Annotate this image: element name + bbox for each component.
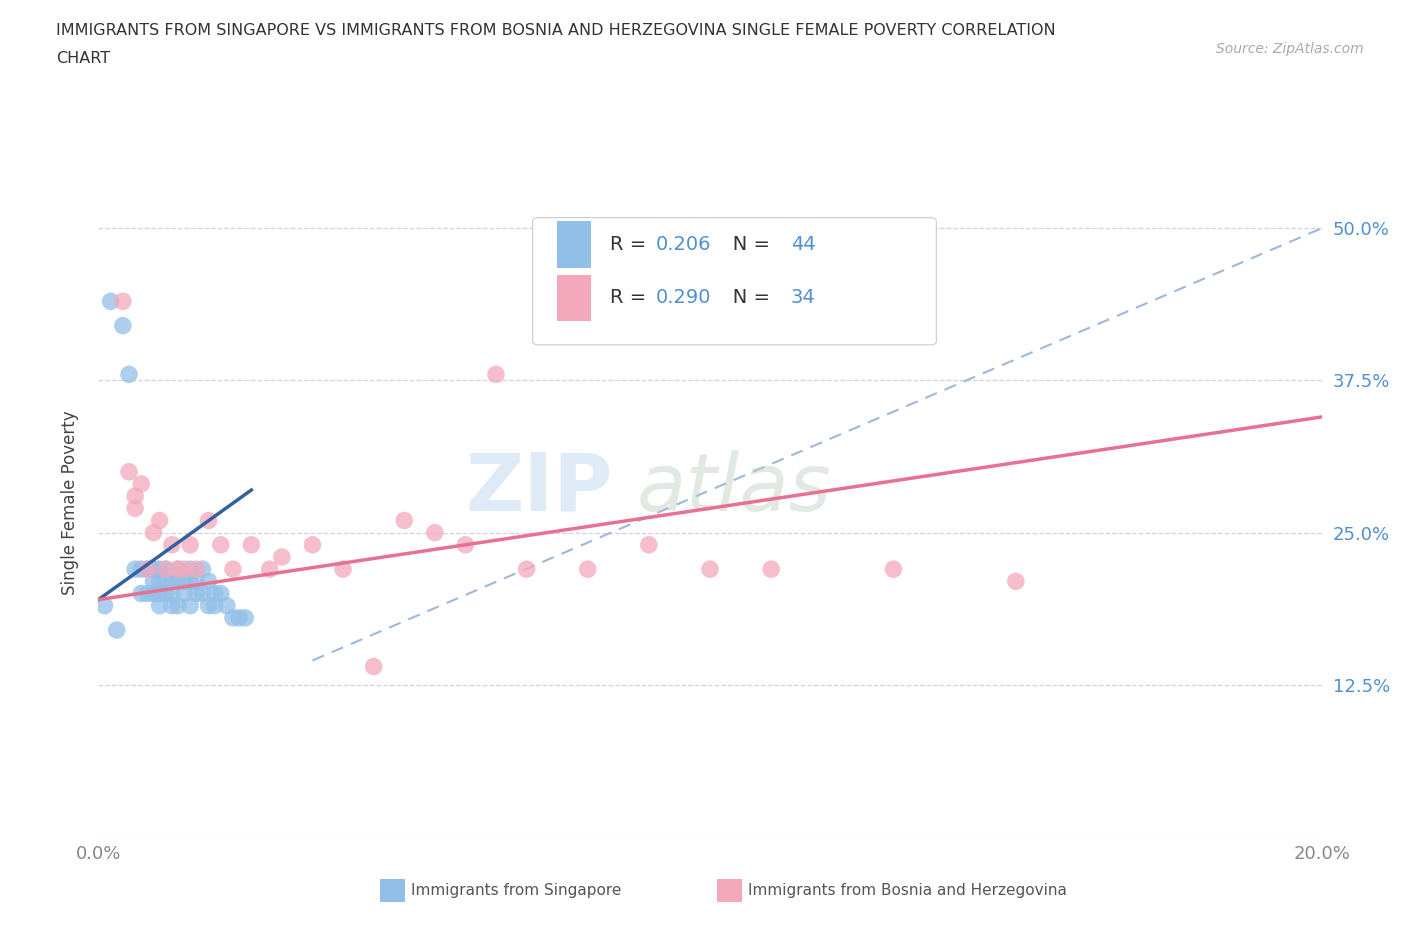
Point <box>186 574 208 589</box>
Point <box>197 574 219 589</box>
Text: IMMIGRANTS FROM SINGAPORE VS IMMIGRANTS FROM BOSNIA AND HERZEGOVINA SINGLE FEMAL: IMMIGRANTS FROM SINGAPORE VS IMMIGRANTS … <box>56 23 1056 38</box>
Point <box>392 513 416 528</box>
Point <box>215 598 238 613</box>
Point <box>186 562 208 577</box>
Point <box>155 562 177 577</box>
Text: Immigrants from Bosnia and Herzegovina: Immigrants from Bosnia and Herzegovina <box>748 884 1067 898</box>
Point <box>124 562 146 577</box>
FancyBboxPatch shape <box>533 218 936 345</box>
Point <box>118 464 141 479</box>
Point <box>454 538 477 552</box>
Point <box>233 610 256 625</box>
Point <box>149 513 172 528</box>
Point <box>124 488 146 503</box>
Point <box>124 501 146 516</box>
Point <box>197 598 219 613</box>
Point <box>240 538 263 552</box>
Point <box>699 562 721 577</box>
Point <box>301 538 323 552</box>
Point <box>173 574 195 589</box>
Point <box>149 586 172 601</box>
Point <box>179 538 201 552</box>
Point <box>142 586 165 601</box>
Text: CHART: CHART <box>56 51 110 66</box>
Text: 0.206: 0.206 <box>657 235 711 254</box>
Point <box>759 562 782 577</box>
Point <box>93 598 115 613</box>
Point <box>204 586 226 601</box>
Y-axis label: Single Female Poverty: Single Female Poverty <box>60 410 79 594</box>
Point <box>516 562 538 577</box>
Text: 0.290: 0.290 <box>657 288 711 308</box>
Point <box>167 562 190 577</box>
Point <box>186 586 208 601</box>
Point <box>173 562 195 577</box>
Point <box>222 610 245 625</box>
Text: Immigrants from Singapore: Immigrants from Singapore <box>411 884 621 898</box>
Point <box>160 586 183 601</box>
Point <box>228 610 250 625</box>
Point <box>191 562 214 577</box>
Point <box>111 318 134 333</box>
Point <box>160 598 183 613</box>
Point <box>1004 574 1026 589</box>
Point <box>259 562 281 577</box>
Point <box>222 562 245 577</box>
Point <box>179 598 201 613</box>
Point <box>167 562 190 577</box>
Point <box>204 598 226 613</box>
Point <box>576 562 599 577</box>
Text: N =: N = <box>714 288 776 308</box>
Point <box>100 294 122 309</box>
Text: Source: ZipAtlas.com: Source: ZipAtlas.com <box>1216 42 1364 56</box>
Text: 44: 44 <box>790 235 815 254</box>
Point <box>363 659 385 674</box>
Point <box>637 538 661 552</box>
Point <box>160 574 183 589</box>
Point <box>179 562 201 577</box>
Point <box>149 574 172 589</box>
Point <box>332 562 354 577</box>
Text: 34: 34 <box>790 288 815 308</box>
Point <box>179 574 201 589</box>
Point <box>149 562 172 577</box>
Point <box>105 622 128 637</box>
Point <box>129 476 152 491</box>
Point <box>155 586 177 601</box>
Point <box>270 550 292 565</box>
Text: R =: R = <box>610 288 652 308</box>
Text: R =: R = <box>610 235 652 254</box>
Point <box>167 598 190 613</box>
Point <box>142 574 165 589</box>
Point <box>129 586 152 601</box>
Point <box>129 562 152 577</box>
Point <box>136 562 159 577</box>
Point <box>111 294 134 309</box>
Point <box>191 586 214 601</box>
Point <box>197 513 219 528</box>
Point <box>136 562 159 577</box>
Point <box>155 574 177 589</box>
Point <box>142 562 165 577</box>
Point <box>118 367 141 382</box>
Text: ZIP: ZIP <box>465 450 612 528</box>
Point <box>160 538 183 552</box>
Point <box>209 586 232 601</box>
Point <box>209 538 232 552</box>
Point <box>167 574 190 589</box>
Bar <box>557 274 592 322</box>
Point <box>173 586 195 601</box>
Point <box>155 562 177 577</box>
Text: N =: N = <box>714 235 776 254</box>
Bar <box>557 221 592 268</box>
Text: atlas: atlas <box>637 450 831 528</box>
Point <box>423 525 446 540</box>
Point <box>149 598 172 613</box>
Point <box>136 586 159 601</box>
Point <box>883 562 905 577</box>
Point <box>485 367 508 382</box>
Point <box>142 525 165 540</box>
